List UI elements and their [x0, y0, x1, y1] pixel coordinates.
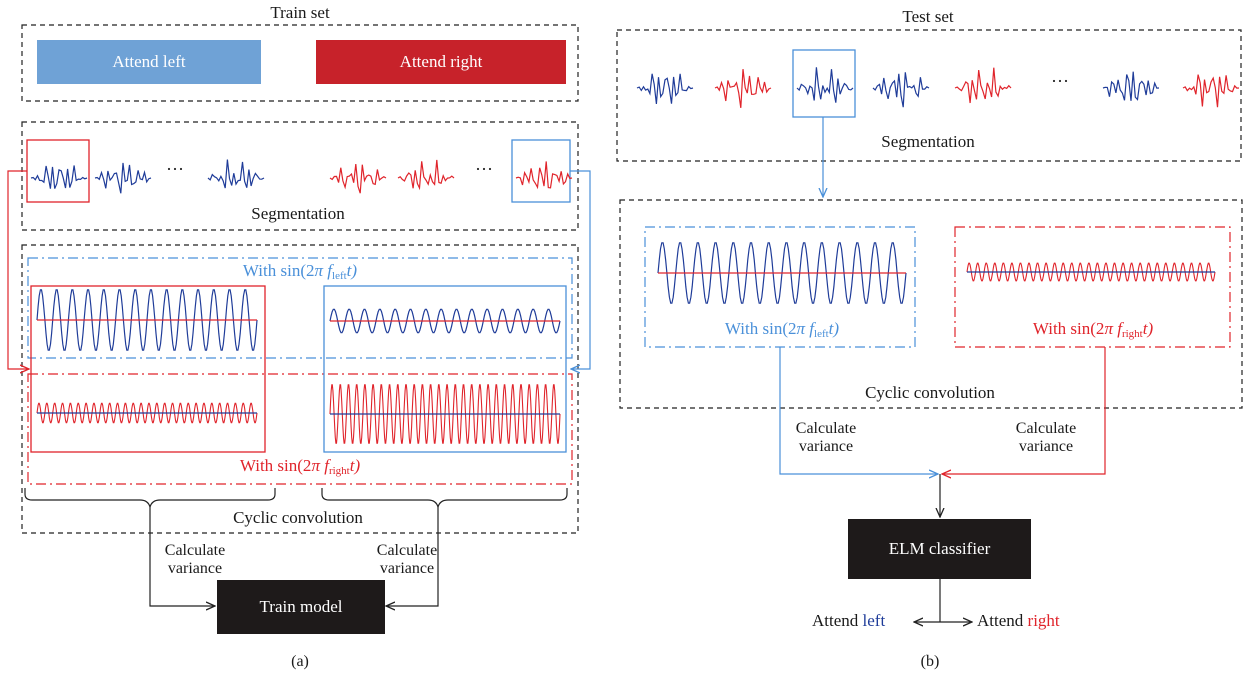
caption-a: (a) — [291, 653, 309, 670]
eeg-segment-6 — [515, 161, 573, 190]
test-eeg-segment-4 — [872, 72, 930, 108]
test-eeg-segment-1 — [636, 73, 694, 104]
test-set-title: Test set — [902, 7, 954, 26]
right-variance-line-b — [942, 347, 1106, 474]
eeg-segment-5 — [397, 159, 455, 191]
red-segment-connector — [7, 170, 29, 369]
left-convolution-box — [30, 285, 266, 453]
test-eeg-segment-3 — [796, 67, 854, 103]
selected-segment-red — [26, 139, 90, 203]
selected-test-segment — [792, 49, 856, 118]
with-right-label-a: With sin(2π frightt) — [239, 456, 361, 477]
with-right-box-b — [954, 226, 1231, 348]
left-variance-arrow — [149, 507, 215, 606]
left-variance-line-b — [779, 347, 938, 474]
blue-segment-connector — [570, 170, 591, 369]
test-eeg-segment-6 — [1102, 71, 1160, 101]
segmentation-label-a: Segmentation — [251, 204, 345, 223]
cyclic-box-a — [21, 244, 579, 534]
segmentation-label-b: Segmentation — [881, 132, 975, 151]
with-right-band — [27, 373, 573, 485]
train-model-label: Train model — [217, 580, 385, 634]
with-left-band — [27, 257, 573, 359]
train-set-box — [21, 24, 579, 102]
elm-classifier-label: ELM classifier — [848, 519, 1031, 579]
with-left-label-b: With sin(2π fleftt) — [724, 319, 840, 340]
attend-left-label: Attend left — [112, 52, 186, 71]
right-convolution-box — [323, 285, 567, 453]
cyclic-label-b: Cyclic convolution — [865, 383, 995, 402]
eeg-segment-4 — [329, 164, 387, 194]
test-set-box — [616, 29, 1242, 162]
eeg-segment-3 — [207, 159, 265, 189]
eeg-segment-2 — [94, 162, 152, 194]
calc-variance-right-a: Calculate variance — [376, 542, 438, 577]
left-brace — [24, 488, 276, 510]
attend-right-label: Attend right — [399, 52, 483, 71]
calc-variance-left-a: Calculate variance — [164, 542, 226, 577]
ellipsis-test: ··· — [1051, 71, 1069, 91]
ellipsis-right: ··· — [475, 159, 493, 179]
output-attend-right: Attend right — [977, 611, 1060, 630]
calc-variance-left-b: Calculate variance — [795, 420, 857, 455]
test-eeg-segment-2 — [714, 69, 772, 108]
attend-left-box — [37, 40, 261, 84]
right-brace — [321, 488, 568, 510]
test-eeg-segment-7 — [1182, 74, 1240, 108]
right-variance-arrow — [386, 507, 439, 606]
attend-right-box — [316, 40, 566, 84]
calc-variance-right-b: Calculate variance — [1015, 420, 1077, 455]
eeg-segment-1 — [30, 165, 88, 189]
caption-b: (b) — [920, 653, 940, 670]
cyclic-label-a: Cyclic convolution — [233, 508, 363, 527]
segmentation-box-a — [21, 121, 579, 231]
train-set-title: Train set — [270, 3, 330, 22]
with-right-label-b: With sin(2π frightt) — [1032, 319, 1154, 340]
test-eeg-segment-5 — [954, 67, 1012, 104]
with-left-label-a: With sin(2π fleftt) — [242, 261, 358, 282]
ellipsis-left: ··· — [166, 159, 184, 179]
output-attend-left: Attend left — [812, 611, 886, 630]
cyclic-box-b — [619, 199, 1243, 409]
